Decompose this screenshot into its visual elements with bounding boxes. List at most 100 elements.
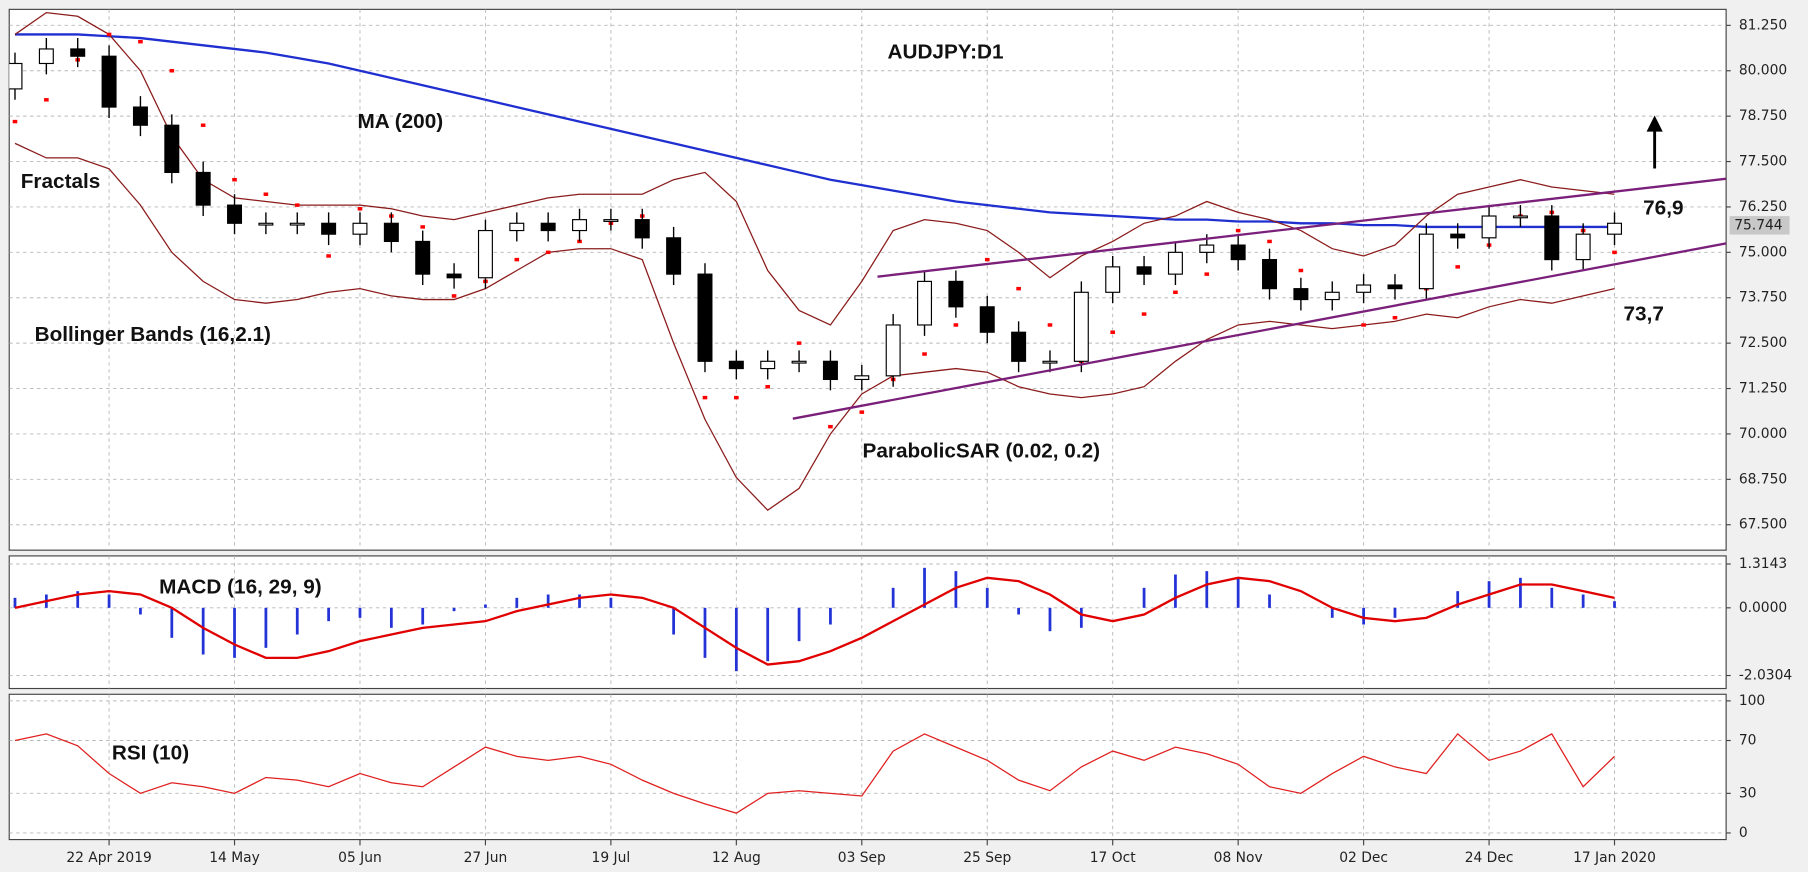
- candle-body: [822, 360, 838, 381]
- candle-body: [446, 273, 462, 279]
- candle-body: [164, 124, 180, 174]
- y-tick-label: 78.750: [1739, 108, 1787, 124]
- sar-dot: [796, 341, 802, 345]
- macd-bar: [985, 587, 989, 608]
- y-tick-label: 1.3143: [1739, 556, 1787, 572]
- macd-bar: [452, 607, 456, 612]
- sar-dot: [859, 410, 865, 414]
- x-tick-label: 27 Jun: [464, 850, 508, 866]
- sar-dot: [1141, 312, 1147, 316]
- y-tick-label: 73.750: [1739, 290, 1787, 306]
- sar-dot: [232, 177, 237, 182]
- indicator-label: Fractals: [21, 170, 101, 193]
- macd-bar: [1581, 594, 1585, 608]
- y-tick-label: 81.250: [1739, 17, 1787, 33]
- candle-body: [1199, 244, 1215, 253]
- macd-bar: [107, 594, 111, 608]
- candle-body: [728, 360, 744, 370]
- macd-bar: [1456, 591, 1460, 608]
- ma-line: [14, 33, 1615, 229]
- panel: [8, 555, 1727, 690]
- macd-bar: [421, 607, 425, 625]
- y-tick-label: 77.500: [1739, 154, 1787, 170]
- sar-dot: [1612, 250, 1617, 255]
- candle-body: [1450, 233, 1466, 239]
- target-label: 73,7: [1624, 302, 1664, 325]
- sar-dot: [1173, 290, 1178, 295]
- macd-bar: [1550, 587, 1554, 608]
- candle-body: [1105, 266, 1121, 293]
- macd-bar: [233, 607, 236, 658]
- sar-dot: [1455, 265, 1461, 269]
- x-tick-label: 08 Nov: [1214, 850, 1263, 866]
- indicator-line: [14, 576, 1615, 666]
- macd-bar: [672, 607, 676, 635]
- indicator-label: Bollinger Bands (16,2.1): [35, 323, 271, 346]
- panel-title: RSI (10): [112, 742, 189, 765]
- candle-body: [854, 375, 870, 381]
- last-price-label: 75.744: [1734, 217, 1783, 233]
- sar-dot: [200, 123, 206, 127]
- target-label: 76,9: [1643, 196, 1683, 219]
- macd-bar: [484, 604, 487, 608]
- candle-body: [258, 222, 274, 226]
- sar-dot: [1110, 330, 1116, 334]
- candle-body: [1136, 266, 1152, 275]
- candle-body: [509, 222, 525, 232]
- macd-bar: [1519, 577, 1522, 608]
- candle-body: [1011, 331, 1027, 362]
- sar-dot: [1016, 286, 1021, 291]
- y-tick-label: 100: [1739, 693, 1765, 709]
- sar-dot: [1361, 323, 1366, 327]
- candle-body: [697, 273, 713, 362]
- macd-bar: [1613, 601, 1616, 608]
- candle-body: [1544, 215, 1560, 261]
- macd-bar: [1236, 577, 1240, 608]
- trend-line: [877, 177, 1727, 278]
- candle-body: [352, 222, 368, 235]
- macd-bar: [1362, 607, 1365, 625]
- sar-dot: [106, 32, 112, 37]
- x-tick-label: 25 Sep: [963, 850, 1011, 866]
- panel: [8, 693, 1727, 841]
- panel-title: MACD (16, 29, 9): [159, 576, 322, 599]
- sar-dot: [169, 69, 175, 73]
- candle-body: [1262, 259, 1278, 290]
- candle-body: [1356, 284, 1372, 293]
- candle-body: [572, 219, 588, 232]
- sar-dot: [984, 257, 990, 262]
- panel: [8, 8, 1727, 551]
- sar-dot: [702, 395, 708, 400]
- sar-dot: [12, 119, 18, 124]
- candle-body: [289, 222, 305, 226]
- macd-bar: [201, 607, 205, 655]
- candle-body: [195, 171, 211, 206]
- x-tick-label: 14 May: [209, 850, 260, 866]
- y-tick-label: 70: [1739, 733, 1757, 749]
- macd-bar: [76, 591, 80, 608]
- candle-body: [1387, 284, 1403, 290]
- sar-dot: [1298, 268, 1304, 273]
- indicator-label: MA (200): [357, 110, 443, 133]
- candle-body: [1230, 244, 1246, 261]
- sar-dot: [1235, 228, 1241, 233]
- sar-dot: [138, 39, 143, 44]
- forecast-arrow-head: [1646, 115, 1663, 132]
- y-tick-label: 67.500: [1739, 517, 1787, 533]
- y-tick-label: 75.000: [1739, 244, 1787, 260]
- candle-body: [1418, 233, 1434, 290]
- macd-bar: [1330, 607, 1334, 618]
- macd-bar: [1079, 607, 1083, 628]
- candle-body: [540, 222, 556, 232]
- y-tick-label: 80.000: [1739, 63, 1787, 79]
- macd-bar: [1205, 571, 1209, 608]
- y-tick-label: 71.250: [1739, 381, 1787, 397]
- sar-dot: [420, 225, 426, 229]
- x-tick-label: 02 Dec: [1339, 850, 1388, 866]
- candle-body: [383, 222, 399, 243]
- macd-bar: [1017, 607, 1020, 615]
- trend-line: [792, 242, 1727, 420]
- macd-bar: [546, 594, 550, 608]
- plot-area: [9, 555, 1727, 689]
- plot-area: [9, 694, 1727, 840]
